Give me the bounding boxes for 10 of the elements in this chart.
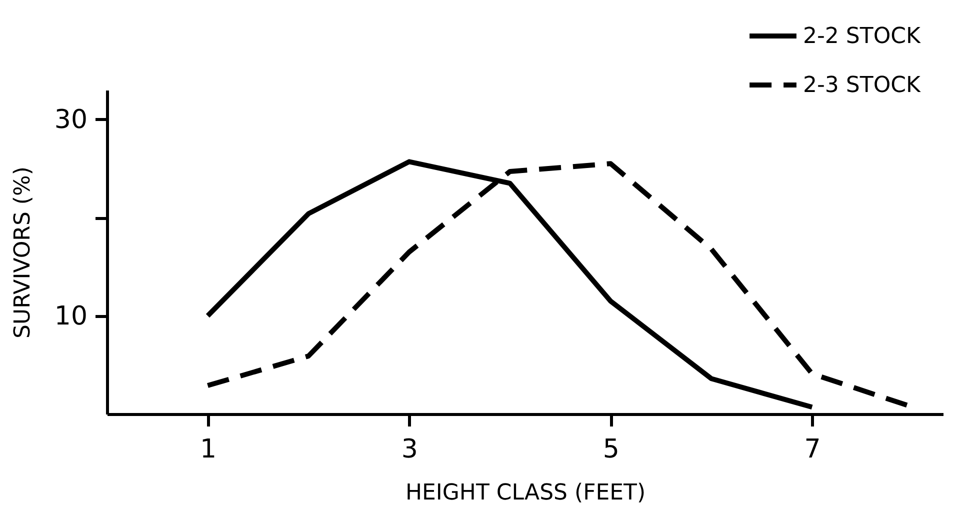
y-tick-label: 10 — [54, 301, 88, 332]
x-tick-label: 3 — [401, 434, 418, 464]
y-tick-label: 30 — [54, 104, 88, 135]
y-axis-title: SURVIVORS (%) — [10, 166, 36, 338]
x-axis-title: HEIGHT CLASS (FEET) — [405, 480, 646, 506]
legend-label: 2-2 STOCK — [803, 24, 922, 49]
x-tick-label: 7 — [804, 434, 821, 464]
x-tick-label: 1 — [200, 434, 216, 464]
legend-label: 2-3 STOCK — [803, 73, 922, 98]
x-tick-label: 5 — [602, 434, 620, 464]
